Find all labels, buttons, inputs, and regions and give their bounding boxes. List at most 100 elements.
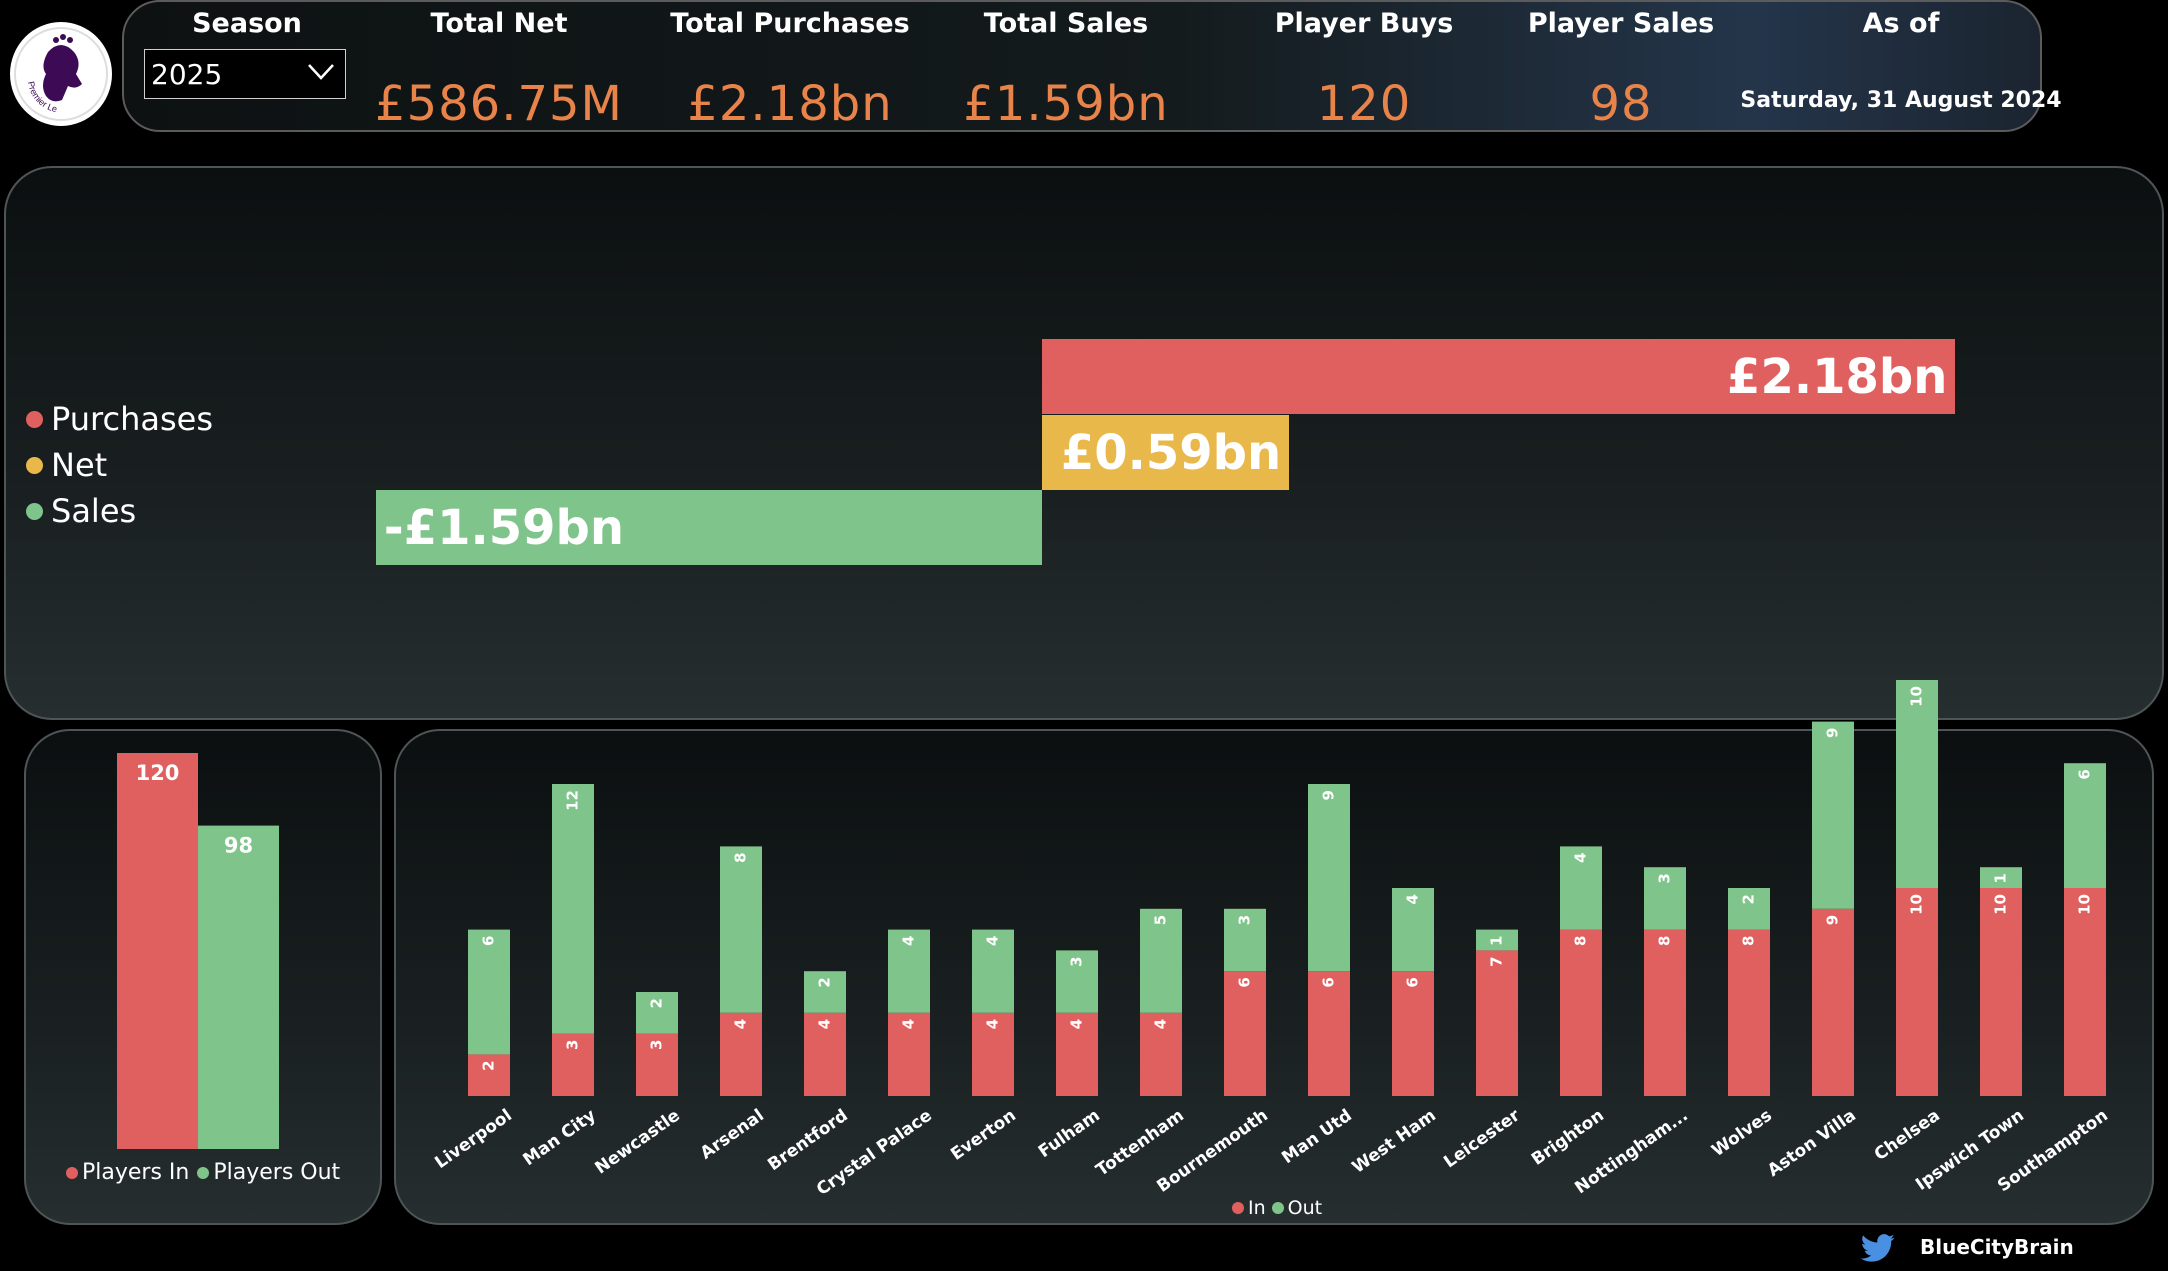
bar-data-label: 4 [984, 1019, 1002, 1029]
players-out-bar[interactable] [198, 825, 279, 1149]
legend-label: Sales [51, 492, 137, 530]
bar-in[interactable] [1224, 971, 1266, 1096]
legend-item-purchases[interactable]: Purchases [26, 396, 213, 442]
waterfall-bar-sales[interactable]: -£1.59bn [375, 490, 1042, 565]
bar-out[interactable] [972, 929, 1014, 1013]
total-net-value: £586.75M [375, 76, 623, 132]
bar-in[interactable] [1056, 1012, 1098, 1096]
bar-out[interactable] [804, 971, 846, 1013]
bar-in[interactable] [972, 1012, 1014, 1096]
bar-data-label: 98 [224, 834, 253, 858]
bar-in[interactable] [1812, 908, 1854, 1096]
as-of-date: Saturday, 31 August 2024 [1740, 88, 2062, 113]
bar-in[interactable] [720, 1012, 762, 1096]
bar-in[interactable] [552, 1033, 594, 1096]
bar-in[interactable] [1896, 888, 1938, 1096]
bar-in[interactable] [1980, 888, 2022, 1096]
bar-data-label: 9 [1824, 728, 1842, 738]
total-purchases-label: Total Purchases [670, 8, 910, 39]
bar-in[interactable] [2064, 888, 2106, 1096]
bar-in[interactable] [1560, 929, 1602, 1096]
twitter-bird-icon[interactable] [1860, 1234, 1896, 1268]
bar-data-label: 8 [1740, 936, 1758, 946]
bar-out[interactable] [1476, 929, 1518, 951]
bar-data-label: 9 [1824, 915, 1842, 925]
bar-in[interactable] [1728, 929, 1770, 1096]
bar-data-label: 120 [136, 761, 180, 785]
x-tick-label: Chelsea [1871, 1106, 1944, 1165]
bar-in[interactable] [468, 1054, 510, 1096]
x-tick-label: Man Utd [1278, 1106, 1355, 1169]
legend-dot [1271, 1202, 1284, 1214]
bar-out[interactable] [1056, 950, 1098, 1013]
twitter-handle[interactable]: BlueCityBrain [1920, 1235, 2074, 1259]
bar-data-label: 6 [2076, 769, 2094, 779]
bar-data-label: 3 [564, 1040, 582, 1050]
bar-out[interactable] [1644, 867, 1686, 930]
season-selected-value: 2025 [151, 58, 223, 91]
bar-data-label: 2 [1740, 894, 1758, 904]
players-in-bar[interactable] [117, 753, 198, 1149]
chevron-down-icon[interactable] [301, 52, 341, 96]
bar-in[interactable] [1392, 971, 1434, 1096]
bar-data-label: 4 [1068, 1019, 1086, 1029]
bar-in[interactable] [1644, 929, 1686, 1096]
x-tick-label: Arsenal [697, 1106, 768, 1164]
legend-label-players-in[interactable]: Players In [82, 1160, 190, 1185]
bar-in[interactable] [636, 1033, 678, 1096]
bar-out[interactable] [1308, 784, 1350, 972]
bar-out[interactable] [636, 992, 678, 1034]
bar-data-label: 4 [900, 1019, 918, 1029]
bar-data-label: 4 [1404, 894, 1422, 904]
legend-item-net[interactable]: Net [26, 442, 213, 488]
total-sales-value: £1.59bn [963, 76, 1169, 132]
total-net-label: Total Net [430, 8, 568, 39]
kpi-header: Season Total Net £586.75M Total Purchase… [122, 0, 2062, 132]
x-tick-label: Everton [947, 1106, 1020, 1165]
bar-data-label: 5 [1152, 915, 1170, 925]
bar-in[interactable] [1140, 1012, 1182, 1096]
x-tick-label: Leicester [1440, 1105, 1524, 1172]
x-tick-label: Newcastle [591, 1106, 683, 1179]
bar-data-label: 6 [1236, 977, 1254, 987]
bar-data-label: 10 [1992, 894, 2010, 915]
legend-item-sales[interactable]: Sales [26, 488, 213, 534]
bar-out[interactable] [1224, 908, 1266, 972]
bar-out[interactable] [888, 929, 930, 1013]
bar-out[interactable] [1980, 867, 2022, 888]
legend-label-out[interactable]: Out [1287, 1197, 1323, 1219]
legend-dot [1232, 1202, 1244, 1214]
legend-label-in[interactable]: In [1248, 1197, 1266, 1219]
bar-data-label: 7 [1488, 956, 1506, 966]
legend-label: Net [51, 446, 108, 484]
bar-in[interactable] [1476, 950, 1518, 1096]
waterfall-data-label: -£1.59bn [383, 499, 625, 556]
waterfall-bar-net[interactable]: £0.59bn [1042, 415, 1290, 490]
bar-out[interactable] [1392, 888, 1434, 972]
season-dropdown[interactable]: 2025 [144, 49, 346, 99]
bar-out[interactable] [468, 929, 510, 1055]
x-tick-label: Liverpool [431, 1106, 515, 1173]
player-buys-value: 120 [1316, 76, 1412, 132]
bar-out[interactable] [2064, 763, 2106, 888]
legend-label-players-out[interactable]: Players Out [213, 1160, 341, 1185]
bar-out[interactable] [1560, 846, 1602, 930]
bar-out[interactable] [1812, 721, 1854, 909]
bar-out[interactable] [1896, 680, 1938, 888]
bar-data-label: 8 [732, 852, 750, 862]
total-purchases-value: £2.18bn [687, 76, 893, 132]
bar-in[interactable] [1308, 971, 1350, 1096]
bar-in[interactable] [888, 1012, 930, 1096]
bar-out[interactable] [720, 846, 762, 1013]
bar-out[interactable] [1140, 908, 1182, 1013]
bar-in[interactable] [804, 1012, 846, 1096]
total-sales-label: Total Sales [983, 8, 1149, 39]
waterfall-bar-purchases[interactable]: £2.18bn [1042, 339, 1956, 414]
bar-out[interactable] [1728, 888, 1770, 930]
as-of-label: As of [1862, 8, 1940, 39]
bar-out[interactable] [552, 784, 594, 1034]
bar-data-label: 1 [1992, 873, 2010, 883]
legend-dot [197, 1166, 210, 1179]
bar-data-label: 10 [2076, 894, 2094, 915]
